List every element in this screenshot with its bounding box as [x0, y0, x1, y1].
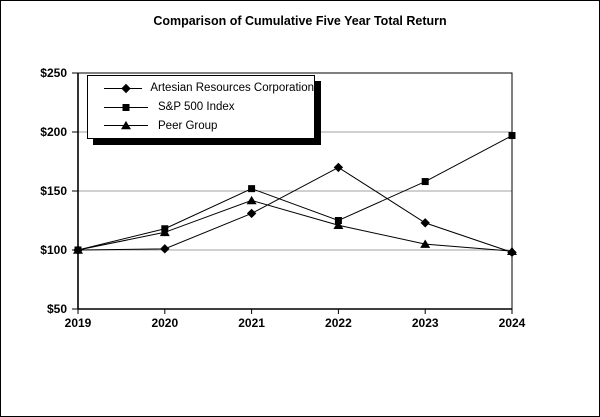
legend-label: Artesian Resources Corporation: [150, 82, 314, 95]
y-axis-tick-label: $250: [40, 66, 67, 80]
marker-diamond: [121, 83, 131, 93]
series-artesian-resources-corporation: [73, 162, 517, 258]
y-axis-tick-label: $200: [40, 125, 67, 139]
series-s-p-500-index: [74, 132, 516, 254]
legend-marker-square-icon: [104, 103, 148, 111]
legend-item-artesian-resources-corporation: Artesian Resources Corporation: [102, 82, 314, 95]
legend-marker-diamond-icon: [104, 83, 143, 93]
marker-diamond: [420, 218, 430, 228]
x-axis-tick-label: 2023: [412, 316, 439, 330]
marker-triangle: [121, 121, 131, 130]
legend-item-peer-group: Peer Group: [102, 119, 314, 132]
marker-square: [161, 225, 169, 233]
x-axis-tick-label: 2022: [325, 316, 352, 330]
marker-triangle: [246, 195, 257, 205]
legend-label: Peer Group: [158, 119, 218, 132]
series-line-s-p-500-index: [77, 135, 513, 251]
series-line-peer-group: [77, 199, 513, 252]
marker-square: [508, 132, 516, 140]
x-axis-tick-label: 2021: [238, 316, 265, 330]
marker-diamond: [507, 247, 517, 258]
legend: Artesian Resources Corporation S&P 500 I…: [87, 75, 315, 139]
marker-square: [248, 185, 256, 193]
legend-marker-triangle-icon: [104, 121, 148, 130]
x-axis-tick-label: 2019: [65, 316, 92, 330]
marker-diamond: [160, 244, 170, 254]
marker-square: [421, 178, 429, 186]
marker-diamond: [246, 208, 257, 219]
legend-label: S&P 500 Index: [158, 101, 235, 113]
chart-title: Comparison of Cumulative Five Year Total…: [153, 14, 447, 28]
marker-diamond: [333, 162, 344, 173]
y-axis-tick-label: $150: [40, 184, 67, 198]
marker-square: [74, 246, 82, 254]
series-line-artesian-resources-corporation: [77, 166, 513, 253]
marker-square: [122, 103, 130, 111]
y-axis-tick-label: $50: [47, 302, 67, 316]
marker-triangle: [333, 220, 344, 230]
x-axis-tick-label: 2024: [499, 316, 526, 330]
marker-square: [334, 217, 342, 224]
legend-item-sp-500-index: S&P 500 Index: [102, 101, 314, 114]
marker-triangle: [420, 239, 431, 248]
x-axis-tick-label: 2020: [151, 316, 178, 330]
y-axis-tick-label: $100: [40, 243, 67, 257]
